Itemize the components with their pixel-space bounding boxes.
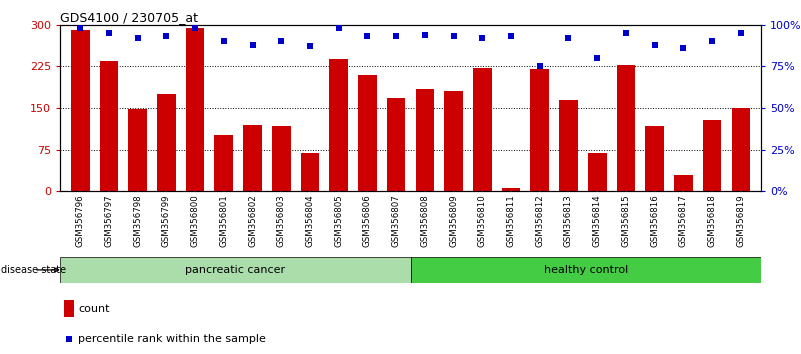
Point — [476, 35, 489, 41]
Text: GSM356815: GSM356815 — [622, 194, 630, 247]
Bar — [272, 126, 291, 191]
Point — [103, 30, 115, 36]
Point — [390, 34, 403, 39]
Point — [505, 34, 517, 39]
Text: count: count — [78, 304, 110, 314]
Point — [217, 39, 230, 44]
Text: GSM356803: GSM356803 — [277, 194, 286, 247]
Text: GSM356816: GSM356816 — [650, 194, 659, 247]
Bar — [530, 69, 549, 191]
Bar — [358, 75, 376, 191]
Point — [160, 34, 173, 39]
Text: GSM356806: GSM356806 — [363, 194, 372, 247]
Text: disease state: disease state — [2, 265, 66, 275]
Text: GSM356807: GSM356807 — [392, 194, 400, 247]
Text: GSM356799: GSM356799 — [162, 194, 171, 247]
Bar — [617, 65, 635, 191]
Text: GSM356818: GSM356818 — [707, 194, 717, 247]
Text: GSM356810: GSM356810 — [478, 194, 487, 247]
Text: pancreatic cancer: pancreatic cancer — [185, 265, 285, 275]
Bar — [60, 257, 410, 283]
Point — [447, 34, 460, 39]
Bar — [731, 108, 751, 191]
Point — [131, 35, 144, 41]
Point — [74, 25, 87, 31]
Point — [189, 25, 202, 31]
Bar — [186, 28, 204, 191]
Bar — [387, 98, 405, 191]
Text: GSM356796: GSM356796 — [75, 194, 85, 247]
Point — [62, 336, 75, 342]
Point — [361, 34, 374, 39]
Point — [418, 32, 431, 38]
Bar — [70, 30, 90, 191]
Text: percentile rank within the sample: percentile rank within the sample — [78, 334, 266, 344]
Point — [332, 25, 345, 31]
Text: GSM356811: GSM356811 — [506, 194, 516, 247]
Text: GSM356800: GSM356800 — [191, 194, 199, 247]
Bar — [674, 175, 693, 191]
Point — [275, 39, 288, 44]
Bar — [329, 59, 348, 191]
Bar — [473, 68, 492, 191]
Text: GSM356813: GSM356813 — [564, 194, 573, 247]
Text: GSM356812: GSM356812 — [535, 194, 544, 247]
Text: healthy control: healthy control — [544, 265, 628, 275]
Bar — [702, 120, 722, 191]
Bar — [128, 109, 147, 191]
Bar — [416, 88, 434, 191]
Text: GSM356801: GSM356801 — [219, 194, 228, 247]
Text: GSM356804: GSM356804 — [305, 194, 315, 247]
Text: GSM356805: GSM356805 — [334, 194, 343, 247]
Bar — [445, 91, 463, 191]
Text: GDS4100 / 230705_at: GDS4100 / 230705_at — [60, 11, 198, 24]
Point — [677, 45, 690, 51]
Bar — [63, 300, 74, 317]
Point — [706, 39, 718, 44]
Bar — [501, 188, 521, 191]
Bar — [300, 153, 320, 191]
Text: GSM356819: GSM356819 — [736, 194, 746, 247]
Bar — [410, 257, 761, 283]
Text: GSM356808: GSM356808 — [421, 194, 429, 247]
Bar — [215, 135, 233, 191]
Point — [648, 42, 661, 47]
Point — [735, 30, 747, 36]
Bar — [646, 126, 664, 191]
Point — [619, 30, 632, 36]
Text: GSM356797: GSM356797 — [104, 194, 114, 247]
Point — [533, 64, 546, 69]
Bar — [157, 94, 175, 191]
Text: GSM356809: GSM356809 — [449, 194, 458, 247]
Bar — [99, 61, 119, 191]
Bar — [244, 125, 262, 191]
Text: GSM356814: GSM356814 — [593, 194, 602, 247]
Point — [304, 44, 316, 49]
Text: GSM356802: GSM356802 — [248, 194, 257, 247]
Text: GSM356817: GSM356817 — [679, 194, 688, 247]
Point — [562, 35, 575, 41]
Bar — [588, 153, 606, 191]
Text: GSM356798: GSM356798 — [133, 194, 142, 247]
Point — [591, 55, 604, 61]
Point — [246, 42, 259, 47]
Bar — [559, 100, 578, 191]
